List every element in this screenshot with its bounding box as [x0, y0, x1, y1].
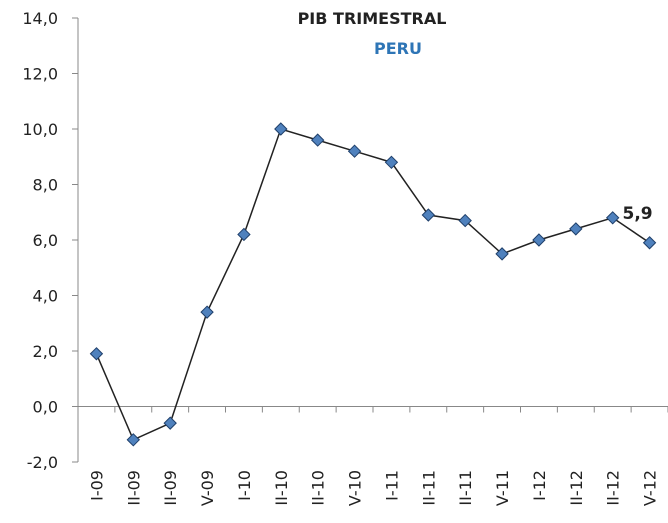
x-tick-label: V-09: [198, 470, 217, 506]
x-tick-label: II-11: [456, 470, 475, 506]
marker: [495, 247, 509, 261]
x-tick-label: II-11: [419, 470, 438, 506]
x-tick-label: II-09: [161, 470, 180, 506]
chart-subtitle: PERU: [374, 39, 422, 58]
y-tick-label: 14,0: [22, 9, 58, 28]
marker: [458, 213, 472, 228]
marker: [310, 133, 325, 147]
x-tick-label: I-10: [235, 470, 254, 501]
marker: [532, 233, 546, 247]
x-tick-label: I-12: [530, 470, 549, 501]
line: [95, 128, 650, 441]
marker: [384, 155, 399, 170]
value-label: 5,9: [623, 204, 653, 224]
marker: [347, 144, 362, 158]
x-tick-label: II-12: [567, 470, 586, 506]
x-tick-label: II-12: [604, 470, 623, 506]
y-tick-label: -2,0: [27, 453, 58, 472]
x-tick-label: V-11: [493, 470, 512, 506]
marker: [237, 227, 251, 242]
x-tick-label: II-10: [309, 470, 328, 506]
x-tick-label: V-12: [641, 470, 660, 506]
x-tick-label: I-09: [87, 470, 106, 501]
marker: [163, 416, 177, 430]
x-tick-label: V-10: [346, 470, 365, 506]
y-tick-label: 6,0: [33, 231, 58, 250]
y-tick-label: 8,0: [33, 176, 58, 195]
y-tick-label: 2,0: [33, 342, 58, 361]
marker: [274, 122, 288, 136]
x-tick-label: II-09: [124, 470, 143, 506]
x-tick-label: I-11: [382, 470, 401, 501]
y-tick-label: 12,0: [22, 65, 58, 84]
marker: [605, 211, 620, 225]
y-tick-label: 0,0: [33, 398, 58, 417]
marker: [421, 208, 436, 222]
marker: [569, 222, 583, 236]
marker: [200, 305, 214, 319]
y-tick-label: 4,0: [33, 287, 58, 306]
y-tick-label: 10,0: [22, 120, 58, 139]
marker: [89, 347, 104, 361]
marker: [126, 433, 141, 447]
chart-title: PIB TRIMESTRAL: [298, 9, 447, 28]
marker: [642, 236, 657, 250]
x-tick-label: II-10: [272, 470, 291, 506]
